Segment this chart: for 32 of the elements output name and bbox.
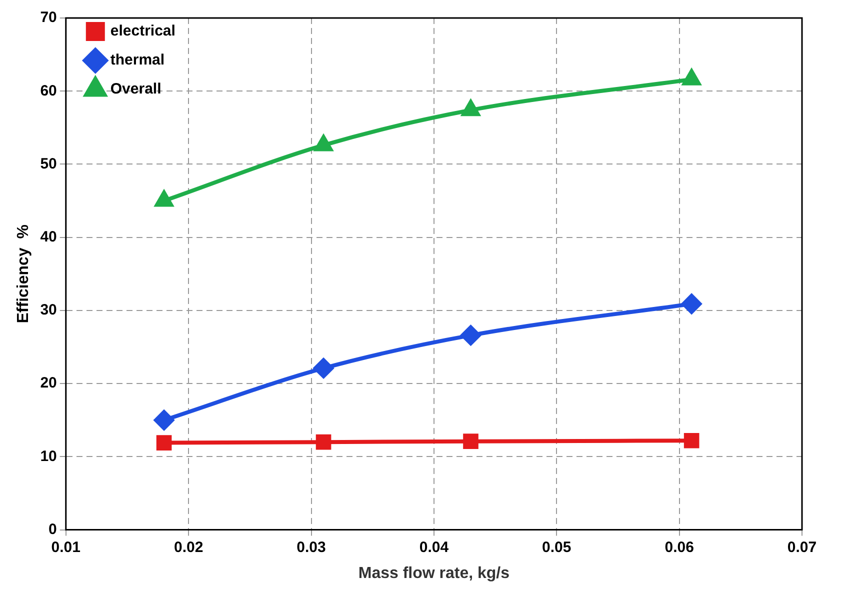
point xyxy=(314,135,332,152)
legend-label: Overall xyxy=(110,80,162,98)
y-tick-label: 50 xyxy=(40,155,57,172)
y-tick-label: 10 xyxy=(40,448,57,465)
point xyxy=(154,410,174,430)
y-tick-label: 70 xyxy=(40,9,57,26)
point xyxy=(314,358,334,378)
legend-label: electrical xyxy=(110,22,176,40)
x-axis-title: Mass flow rate, kg/s xyxy=(358,564,510,582)
point xyxy=(460,325,481,346)
point xyxy=(463,434,478,449)
point xyxy=(684,432,700,448)
y-tick-label: 40 xyxy=(40,228,57,246)
point xyxy=(462,100,480,116)
y-tick-label: 0 xyxy=(48,520,57,538)
x-tick-label: 0.05 xyxy=(542,538,572,556)
x-tick-label: 0.02 xyxy=(174,538,204,556)
point xyxy=(155,190,173,207)
x-tick-label: 0.06 xyxy=(664,538,694,556)
legend-label: thermal xyxy=(110,52,165,69)
y-tick-label: 30 xyxy=(40,302,57,319)
y-tick-label: 60 xyxy=(40,82,57,100)
point xyxy=(156,435,172,450)
x-tick-label: 0.07 xyxy=(787,538,817,556)
point xyxy=(682,69,701,86)
x-tick-label: 0.04 xyxy=(419,538,450,556)
point xyxy=(316,434,332,450)
point xyxy=(682,294,702,314)
x-tick-label: 0.01 xyxy=(51,538,80,556)
x-tick-label: 0.03 xyxy=(296,538,326,556)
y-tick-label: 20 xyxy=(40,374,57,392)
y-axis-title: Efficiency % xyxy=(15,224,32,324)
